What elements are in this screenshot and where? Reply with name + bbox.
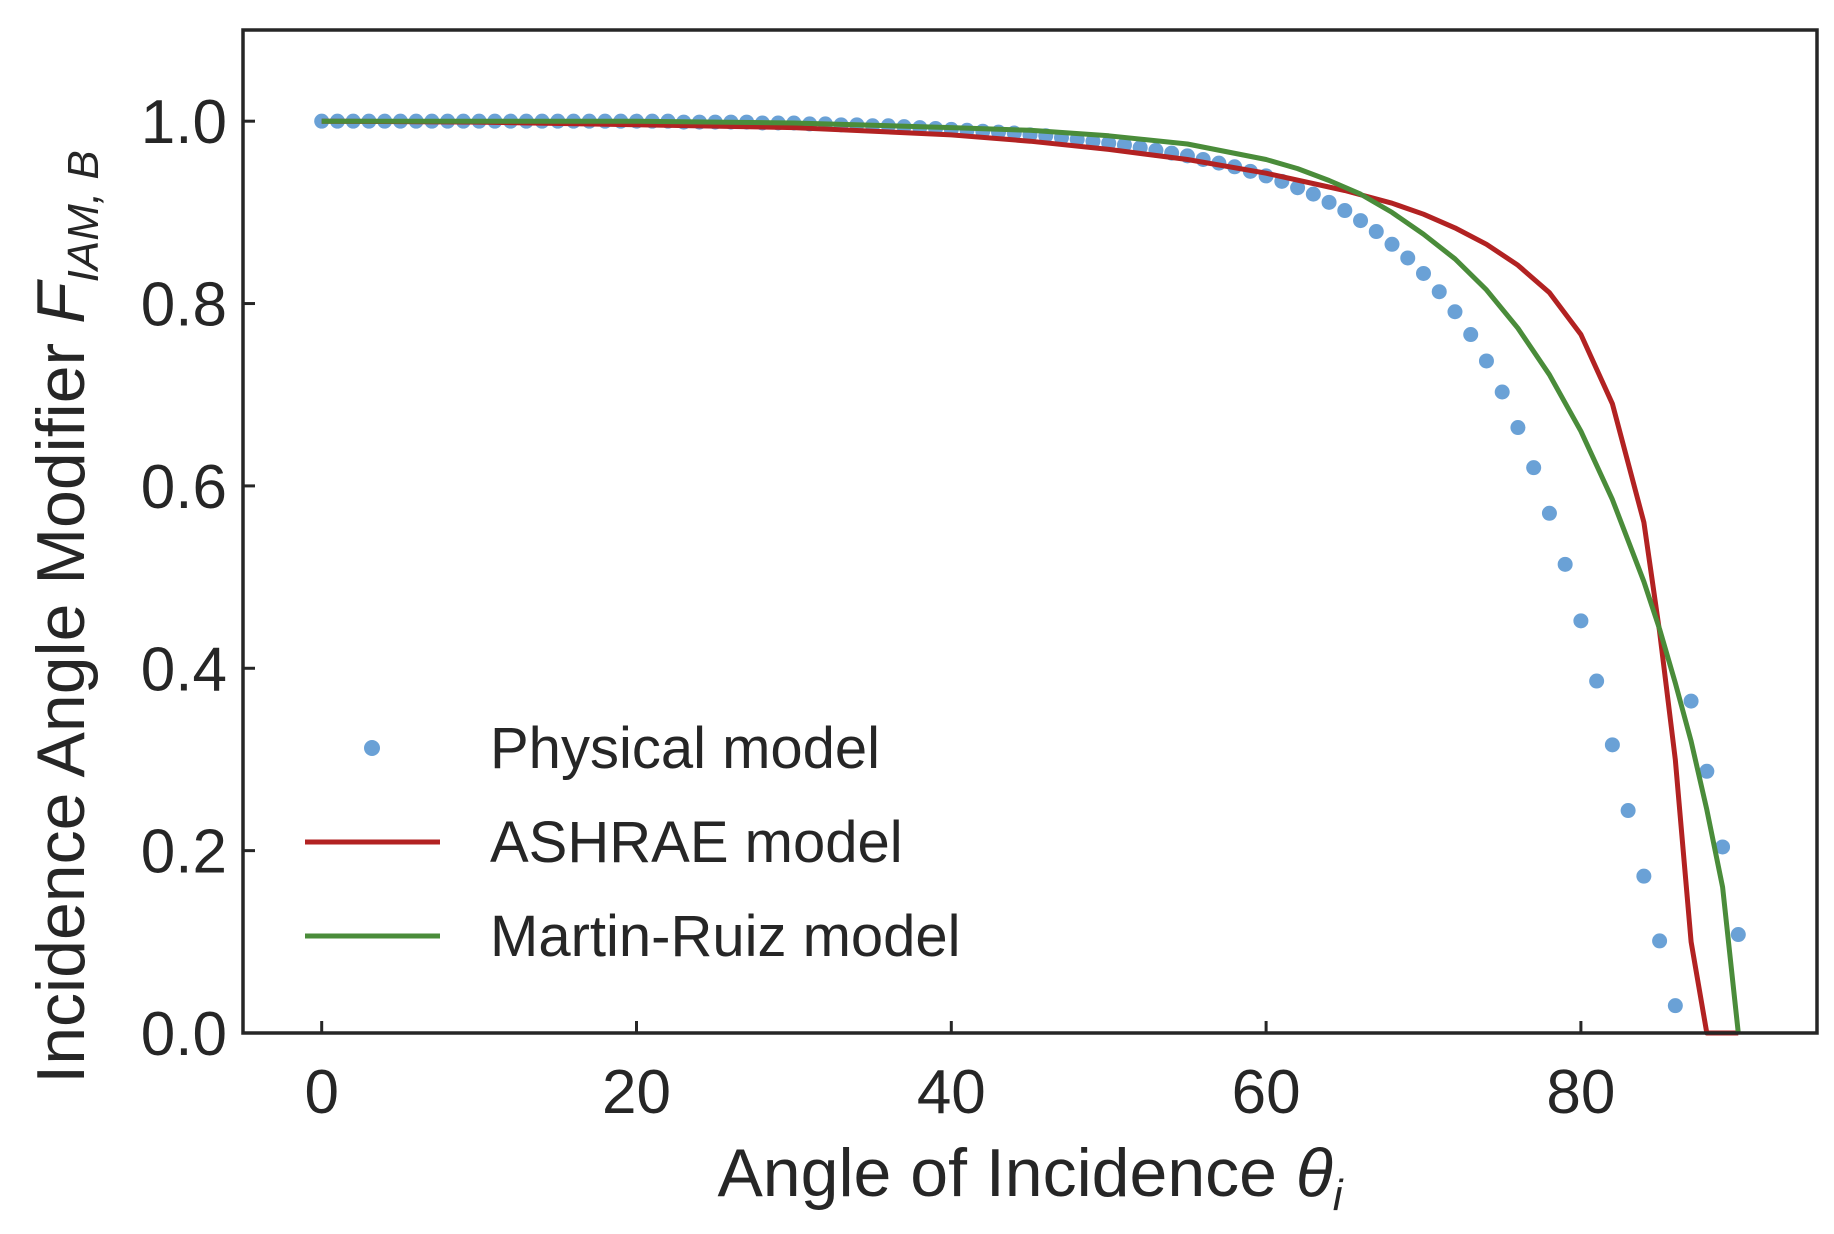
data-point: [1416, 265, 1431, 281]
y-tick-label: 1.0: [141, 88, 227, 157]
data-point: [1384, 236, 1400, 252]
legend-item: Martin-Ruiz model: [305, 904, 961, 969]
data-point: [1541, 505, 1557, 521]
axes-frame: [241, 28, 1819, 1035]
series-physical-model: [314, 113, 1746, 1014]
series-layer: [314, 113, 1746, 1036]
data-point: [1290, 180, 1306, 196]
data-point: [1494, 384, 1510, 400]
legend-item: Physical model: [364, 716, 880, 781]
data-point: [1447, 304, 1463, 320]
legend-item: ASHRAE model: [305, 810, 903, 875]
legend: Physical model ASHRAE model Martin-Ruiz mo…: [305, 716, 961, 969]
legend-marker: [364, 740, 380, 756]
x-tick-label: 20: [602, 1058, 671, 1127]
legend-label: ASHRAE model: [490, 810, 903, 875]
data-point: [1573, 613, 1589, 629]
x-tick-label: 60: [1232, 1058, 1301, 1127]
series-martin-ruiz-model: [321, 118, 1741, 1034]
series-ashrae-model: [321, 118, 1739, 1036]
data-point: [1337, 203, 1353, 219]
y-tick-label: 0.8: [141, 271, 227, 340]
data-point: [1730, 927, 1746, 943]
series-line: [321, 118, 1741, 1034]
x-axis-title-main: Angle of Incidence: [717, 1135, 1295, 1211]
data-point: [1589, 673, 1605, 689]
data-point: [1478, 353, 1494, 369]
data-point: [1321, 194, 1337, 210]
data-point: [1652, 933, 1668, 949]
y-axis-title-main: Incidence Angle Modifier: [23, 324, 99, 1084]
x-tick-label: 80: [1546, 1058, 1615, 1127]
y-tick-label: 0.6: [141, 453, 227, 522]
data-point: [1463, 327, 1479, 343]
y-axis: 0.0 0.2 0.4 0.6 0.8 1.0: [141, 88, 255, 1069]
data-point: [1431, 284, 1447, 300]
y-tick-label: 0.2: [141, 818, 227, 887]
data-point: [1715, 839, 1731, 855]
legend-label: Martin-Ruiz model: [490, 904, 961, 969]
y-axis-title-symbol: F: [23, 279, 99, 324]
data-point: [1368, 224, 1384, 240]
y-tick-label: 0.0: [141, 1000, 227, 1069]
data-point: [1604, 737, 1620, 753]
data-point: [1667, 998, 1683, 1014]
legend-label: Physical model: [490, 716, 880, 781]
series-line: [321, 118, 1739, 1036]
x-axis: 0 20 40 60 80: [304, 1021, 1615, 1127]
x-axis-title-subscript: i: [1333, 1171, 1344, 1220]
x-tick-label: 0: [304, 1058, 338, 1127]
data-point: [1699, 763, 1715, 779]
data-point: [1305, 186, 1321, 202]
x-axis-title-symbol: θ: [1296, 1135, 1333, 1211]
data-point: [1526, 460, 1542, 476]
y-axis-title-subscript: IAM, B: [59, 150, 108, 282]
data-point: [1636, 868, 1652, 884]
data-point: [1510, 420, 1526, 436]
data-point: [1400, 250, 1416, 266]
data-point: [1620, 803, 1636, 819]
x-axis-title: Angle of Incidence θi: [717, 1135, 1343, 1220]
y-axis-title: Incidence Angle Modifier FIAM, B: [23, 150, 108, 1083]
data-point: [1683, 693, 1699, 709]
data-point: [1557, 556, 1573, 572]
y-tick-label: 0.4: [141, 635, 227, 704]
data-point: [1353, 213, 1369, 229]
x-tick-label: 40: [917, 1058, 986, 1127]
